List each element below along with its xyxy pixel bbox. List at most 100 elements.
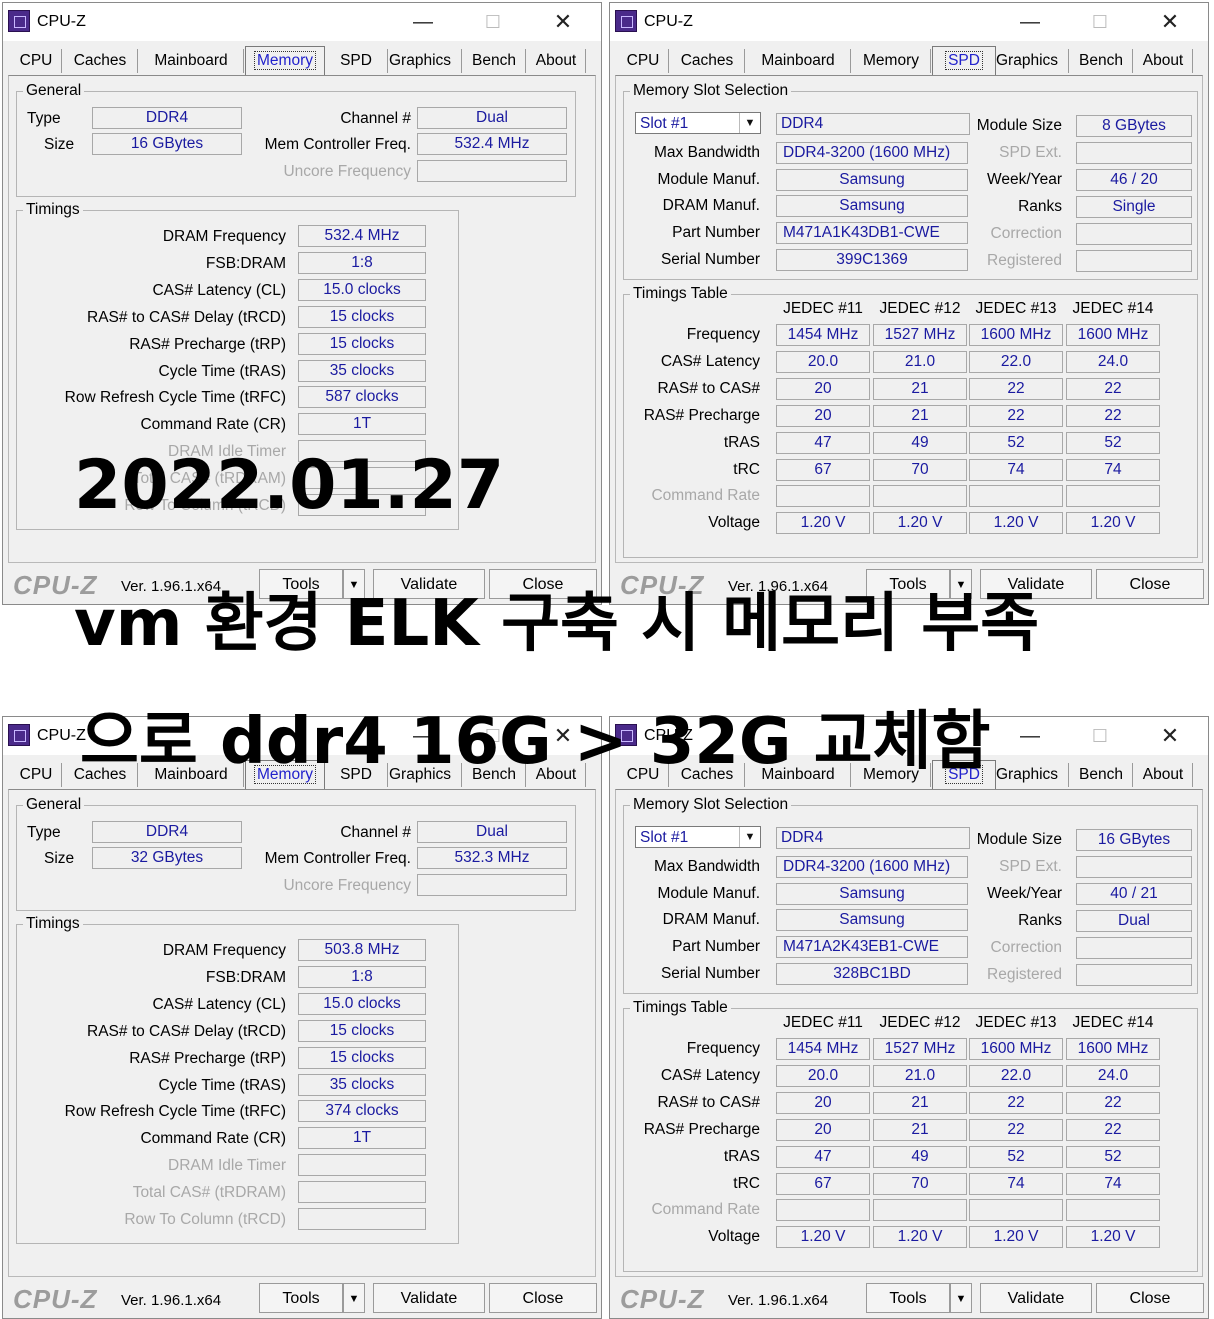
tab-caches[interactable]: Caches [670,763,745,787]
max-bw-value: DDR4-3200 (1600 MHz) [776,856,968,878]
tools-dropdown-button[interactable]: ▼ [950,569,972,599]
tab-label: CPU [19,766,53,783]
tab-spd[interactable]: SPD [325,763,388,787]
maximize-button[interactable]: ☐ [1091,12,1109,32]
timings-table-group: Timings Table JEDEC #11 JEDEC #12 JEDEC #13… [623,999,1198,1272]
module-manuf-label: Module Manuf. [657,884,760,902]
tab-caches[interactable]: Caches [63,763,138,787]
tab-about[interactable]: About [527,49,586,73]
maximize-button[interactable]: ☐ [484,12,502,32]
tab-about[interactable]: About [1134,763,1193,787]
tab-mainboard[interactable]: Mainboard [746,763,851,787]
timing-value: 587 clocks [298,386,426,409]
serial-number-value: 399C1369 [776,248,968,271]
tools-dropdown-button[interactable]: ▼ [343,1283,365,1313]
cpuz-logo: CPU-Z [13,570,98,600]
timing-table-cell: 52 [1066,1145,1160,1168]
timing-table-label: Voltage [708,514,760,532]
tab-cpu[interactable]: CPU [618,763,669,787]
timing-label: CAS# Latency (CL) [152,995,286,1013]
timing-table-cell: 52 [1066,431,1160,454]
tab-graphics[interactable]: Graphics [379,763,462,787]
tab-memory[interactable]: Memory [245,760,325,789]
spd-ext-label: SPD Ext. [999,144,1062,161]
timing-label: Row Refresh Cycle Time (tRFC) [64,1103,286,1121]
tab-graphics[interactable]: Graphics [379,49,462,73]
tab-spd[interactable]: SPD [325,49,388,73]
timing-table-cell: 47 [776,1145,870,1168]
tools-button[interactable]: Tools [259,569,343,599]
version-label: Ver. 1.96.1.x64 [121,578,222,595]
validate-button[interactable]: Validate [373,569,485,599]
minimize-button[interactable]: — [1020,11,1040,33]
tools-button[interactable]: Tools [259,1283,343,1313]
spd-ext-value [1076,142,1192,164]
timing-label: Row To Column (tRCD) [124,497,286,514]
close-button[interactable]: Close [489,569,597,599]
tools-button[interactable]: Tools [866,569,950,599]
tab-bar: CPU Caches Mainboard Memory SPD Graphics Bench… [618,46,1200,75]
timing-value: 532.4 MHz [298,225,426,247]
tab-spd[interactable]: SPD [932,760,996,789]
tools-button[interactable]: Tools [866,1283,950,1313]
close-window-button[interactable]: ✕ [1160,9,1180,34]
minimize-button[interactable]: — [413,725,433,747]
tab-about[interactable]: About [527,763,586,787]
close-button[interactable]: Close [1096,1283,1204,1313]
timing-table-cell: 1454 MHz [776,1038,870,1060]
tab-cpu[interactable]: CPU [618,49,669,73]
memory-slot-selection-title: Memory Slot Selection [630,796,792,814]
tab-cpu[interactable]: CPU [11,763,62,787]
tab-graphics[interactable]: Graphics [986,763,1069,787]
tab-label: Memory [863,52,919,69]
tab-mainboard[interactable]: Mainboard [139,763,244,787]
tab-memory[interactable]: Memory [852,763,931,787]
chevron-down-icon[interactable]: ▼ [739,827,760,847]
cpuz-logo: CPU-Z [620,1284,705,1314]
tab-cpu[interactable]: CPU [11,49,62,73]
tools-dropdown-button[interactable]: ▼ [343,569,365,599]
minimize-button[interactable]: — [1020,725,1040,747]
slot-select-value: Slot #1 [640,829,689,846]
tab-graphics[interactable]: Graphics [986,49,1069,73]
tab-mainboard[interactable]: Mainboard [746,49,851,73]
close-button[interactable]: Close [489,1283,597,1313]
tab-about[interactable]: About [1134,49,1193,73]
tab-bench[interactable]: Bench [1070,763,1133,787]
tab-memory[interactable]: Memory [852,49,931,73]
validate-button[interactable]: Validate [980,569,1092,599]
tab-caches[interactable]: Caches [670,49,745,73]
chevron-down-icon[interactable]: ▼ [739,113,760,133]
tab-mainboard[interactable]: Mainboard [139,49,244,73]
slot-select[interactable]: Slot #1 ▼ [635,112,761,134]
timing-value: 35 clocks [298,359,426,382]
timing-table-cell: 74 [969,1172,1063,1195]
close-window-button[interactable]: ✕ [1160,723,1180,748]
tools-dropdown-button[interactable]: ▼ [950,1283,972,1313]
tab-bench[interactable]: Bench [463,49,526,73]
slot-select[interactable]: Slot #1 ▼ [635,826,761,848]
timing-table-cell: 22 [969,377,1063,400]
close-window-button[interactable]: ✕ [553,723,573,748]
tab-bench[interactable]: Bench [463,763,526,787]
overlay-line-1: vm 환경 ELK 구축 시 메모리 부족 [74,587,1039,661]
tab-label: Caches [73,766,127,783]
timing-table-cell: 22 [1066,377,1160,400]
close-window-button[interactable]: ✕ [553,9,573,34]
registered-label: Registered [987,252,1062,269]
timing-label: Row To Column (tRCD) [124,1211,286,1228]
validate-button[interactable]: Validate [980,1283,1092,1313]
window-title: CPU-Z [644,727,693,744]
tab-memory[interactable]: Memory [245,46,325,75]
close-button[interactable]: Close [1096,569,1204,599]
timing-label: Command Rate (CR) [140,416,286,434]
tab-bench[interactable]: Bench [1070,49,1133,73]
window-title: CPU-Z [37,727,86,744]
minimize-button[interactable]: — [413,11,433,33]
uncore-frequency-value [417,160,567,182]
tab-spd[interactable]: SPD [932,46,996,75]
maximize-button[interactable]: ☐ [484,726,502,746]
tab-caches[interactable]: Caches [63,49,138,73]
validate-button[interactable]: Validate [373,1283,485,1313]
maximize-button[interactable]: ☐ [1091,726,1109,746]
